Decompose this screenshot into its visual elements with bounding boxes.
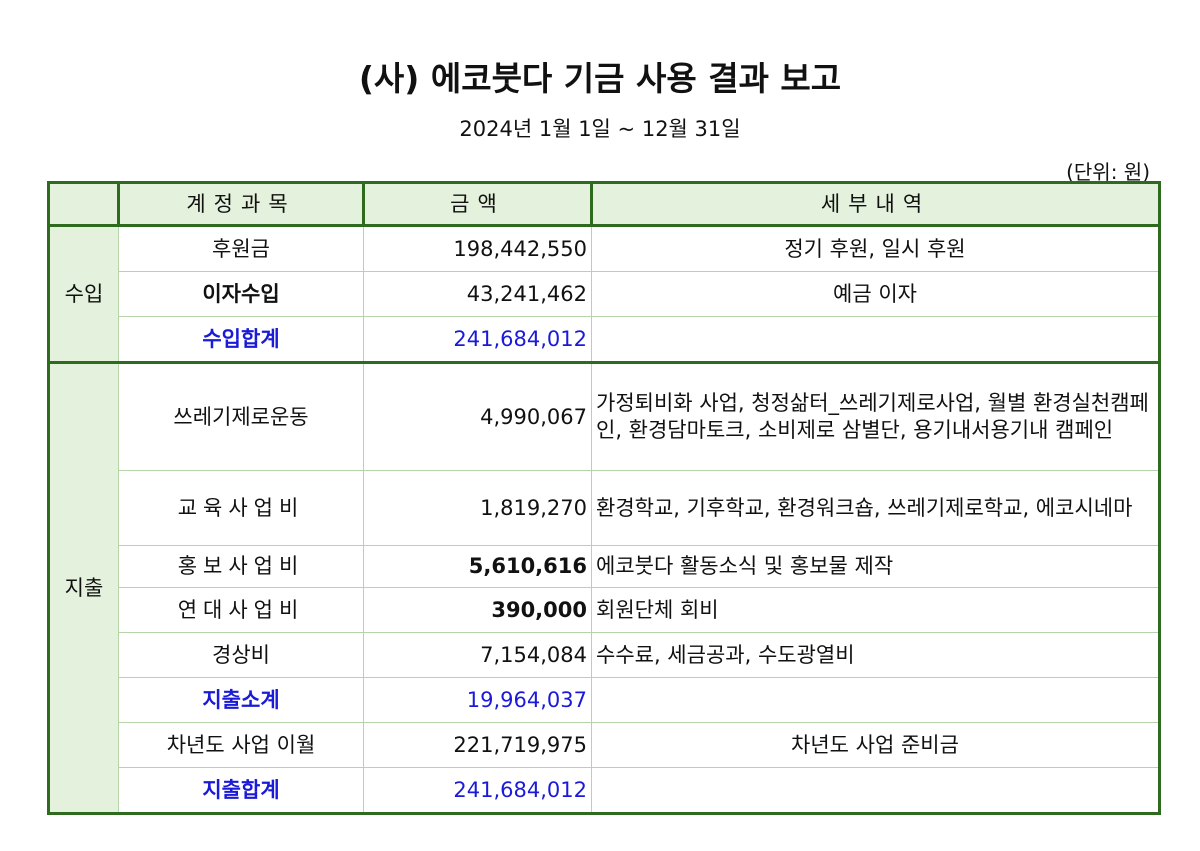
- item-cell: 교육사업비: [118, 470, 364, 546]
- table-row-income-total: 수입합계 241,684,012: [48, 316, 1160, 364]
- amount-cell: 43,241,462: [363, 271, 592, 317]
- table-row: 지출 쓰레기제로운동 4,990,067 가정퇴비화 사업, 청정삶터_쓰레기제…: [48, 362, 1160, 814]
- table-row: 연대사업비 390,000 회원단체 회비: [49, 587, 1160, 633]
- item-cell: 후원금: [118, 225, 364, 272]
- detail-cell: 차년도 사업 준비금: [591, 722, 1160, 768]
- table-row: 수입 후원금 198,442,550 정기 후원, 일시 후원: [48, 225, 1160, 363]
- detail-cell: 환경학교, 기후학교, 환경워크숍, 쓰레기제로학교, 에코시네마: [591, 470, 1160, 546]
- amount-cell: 390,000: [363, 587, 592, 633]
- unit-label: (단위: 원): [1066, 160, 1150, 184]
- item-cell: 이자수입: [118, 271, 364, 317]
- table-row: 홍보사업비 5,610,616 에코붓다 활동소식 및 홍보물 제작: [49, 545, 1160, 588]
- header-category-cell: [48, 181, 120, 227]
- header-amount: 금액: [363, 181, 593, 227]
- header-detail: 세부내역: [591, 181, 1160, 227]
- table-row: 이자수입 43,241,462 예금 이자: [49, 271, 1160, 317]
- item-cell: 경상비: [118, 632, 364, 678]
- expense-subtotal-amount: 19,964,037: [363, 677, 592, 723]
- detail-cell: 정기 후원, 일시 후원: [591, 225, 1160, 272]
- detail-cell: [591, 767, 1160, 815]
- detail-cell: 가정퇴비화 사업, 청정삶터_쓰레기제로사업, 월별 환경실천캠페인, 환경담마…: [591, 362, 1160, 471]
- income-total-amount: 241,684,012: [363, 316, 592, 364]
- report-title: (사) 에코붓다 기금 사용 결과 보고: [358, 59, 842, 98]
- detail-cell: 에코붓다 활동소식 및 홍보물 제작: [591, 545, 1160, 588]
- table-row-expense-total: 지출합계 241,684,012: [49, 767, 1160, 815]
- item-cell: 홍보사업비: [118, 545, 364, 588]
- amount-cell: 4,990,067: [363, 362, 592, 471]
- category-expense: 지출: [48, 362, 119, 814]
- amount-cell: 1,819,270: [363, 470, 592, 546]
- amount-cell: 5,610,616: [363, 545, 592, 588]
- detail-cell: [591, 316, 1160, 364]
- item-cell: 연대사업비: [118, 587, 364, 633]
- detail-cell: 예금 이자: [591, 271, 1160, 317]
- detail-cell: 수수료, 세금공과, 수도광열비: [591, 632, 1160, 678]
- category-income: 수입: [48, 225, 119, 363]
- expense-total-amount: 241,684,012: [363, 767, 592, 815]
- expense-total-label: 지출합계: [118, 767, 364, 815]
- amount-cell: 221,719,975: [363, 722, 592, 768]
- expense-subtotal-label: 지출소계: [118, 677, 364, 723]
- report-period: 2024년 1월 1일 ~ 12월 31일: [459, 117, 741, 141]
- amount-cell: 198,442,550: [363, 225, 592, 272]
- item-cell: 차년도 사업 이월: [118, 722, 364, 768]
- detail-cell: 회원단체 회비: [591, 587, 1160, 633]
- table-row: 차년도 사업 이월 221,719,975 차년도 사업 준비금: [49, 722, 1160, 768]
- detail-cell: [591, 677, 1160, 723]
- table-row: 경상비 7,154,084 수수료, 세금공과, 수도광열비: [49, 632, 1160, 678]
- item-cell: 쓰레기제로운동: [118, 362, 364, 471]
- income-total-label: 수입합계: [118, 316, 364, 364]
- fund-report-table: 계정과목 금액 세부내역 수입 후원금 198,442,550 정기 후원, 일…: [47, 181, 1161, 815]
- amount-cell: 7,154,084: [363, 632, 592, 678]
- header-item: 계정과목: [118, 181, 365, 227]
- table-row: 교육사업비 1,819,270 환경학교, 기후학교, 환경워크숍, 쓰레기제로…: [49, 470, 1160, 546]
- table-row-expense-subtotal: 지출소계 19,964,037: [49, 677, 1160, 723]
